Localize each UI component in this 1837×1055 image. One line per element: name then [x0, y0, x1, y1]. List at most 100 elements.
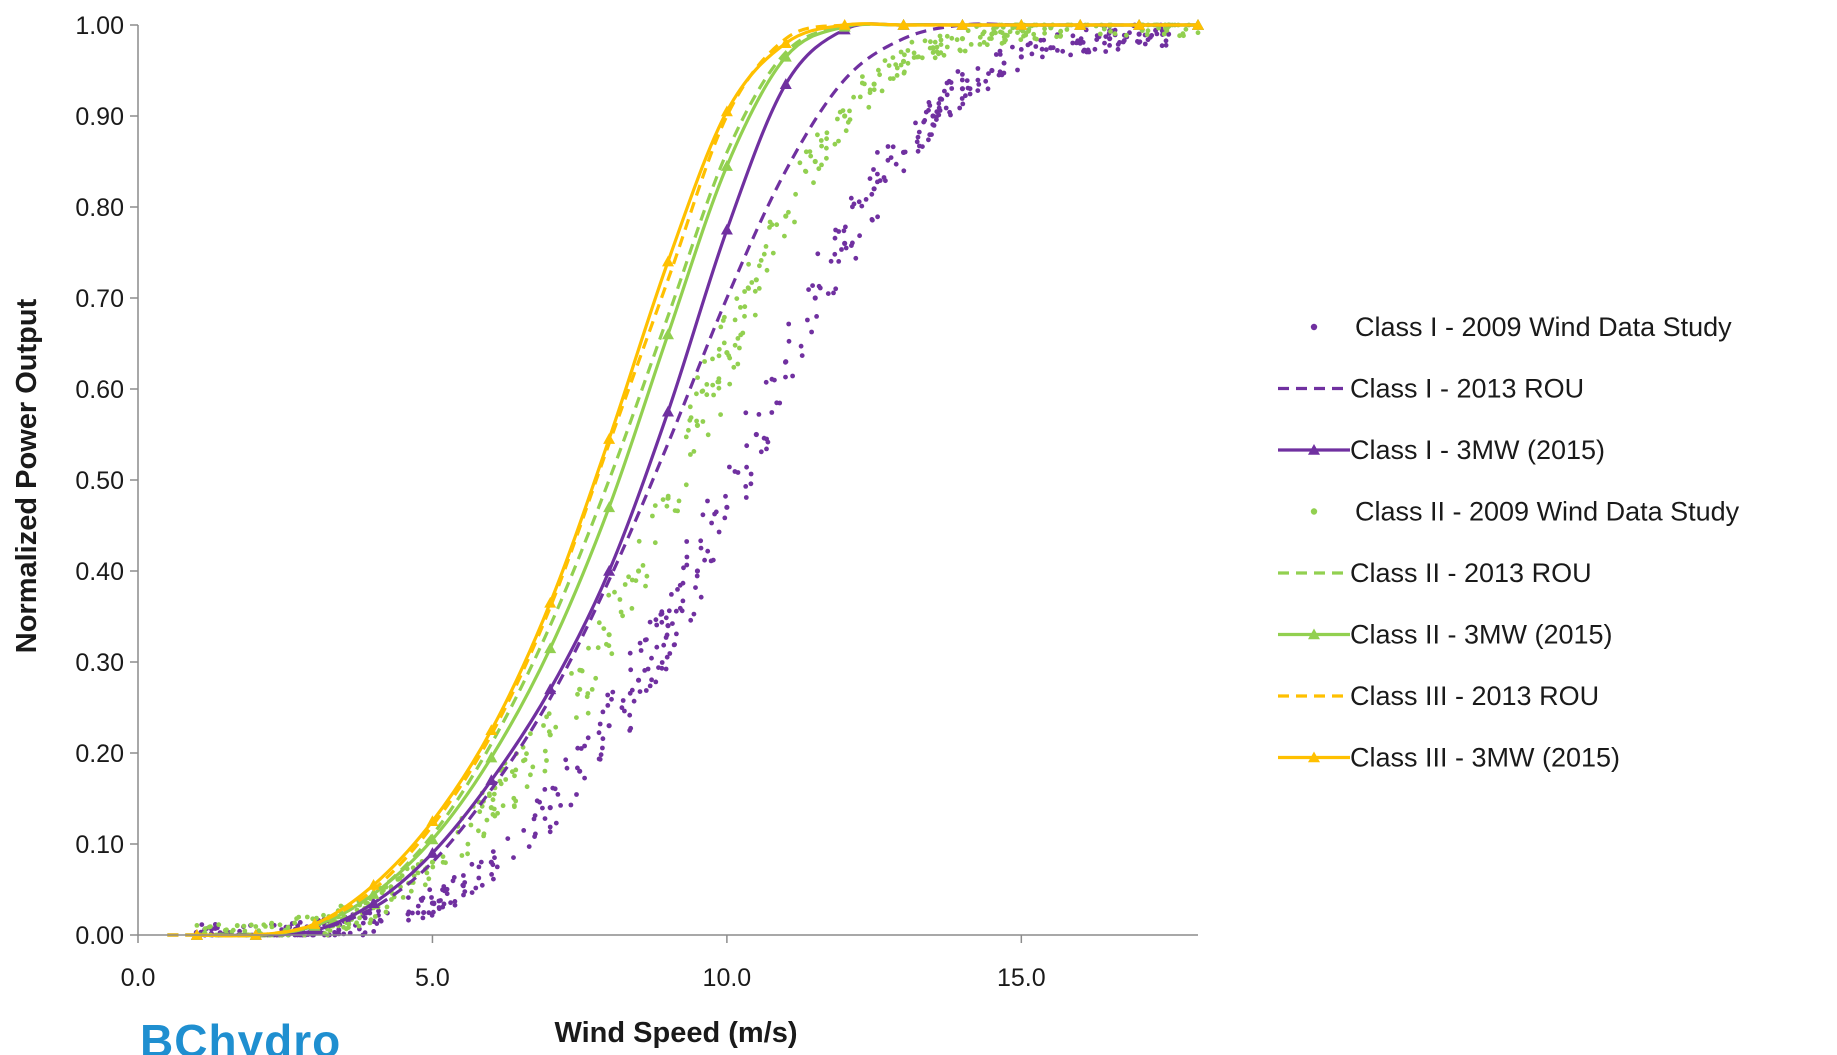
- scatter-point: [709, 520, 714, 526]
- scatter-point: [860, 74, 865, 79]
- scatter-point: [748, 481, 754, 487]
- data-point: [871, 81, 877, 87]
- scatter-point: [1183, 26, 1189, 32]
- scatter-point: [649, 677, 654, 683]
- scatter-point: [584, 694, 590, 700]
- scatter-point: [711, 392, 716, 398]
- marker-triangle: [426, 815, 439, 827]
- scatter-point: [727, 381, 733, 387]
- scatter-point: [770, 250, 776, 256]
- scatter-point: [975, 66, 981, 71]
- scatter-point: [998, 29, 1003, 35]
- scatter-point: [843, 245, 849, 251]
- scatter-point: [426, 876, 432, 882]
- scatter-point: [418, 896, 424, 902]
- scatter-point: [744, 443, 750, 449]
- scatter-point: [542, 787, 548, 792]
- scatter-point: [578, 746, 584, 751]
- scatter-point: [1195, 30, 1201, 36]
- scatter-point: [1076, 39, 1081, 45]
- scatter-point: [503, 777, 509, 782]
- scatter-point: [774, 400, 780, 406]
- scatter-point: [833, 286, 839, 292]
- y-tick-label: 0.30: [75, 649, 124, 677]
- series-4: [194, 22, 1201, 938]
- legend-item: Class II - 3MW (2015): [1278, 620, 1613, 650]
- scatter-point: [752, 312, 758, 318]
- scatter-point: [941, 52, 947, 58]
- scatter-point: [452, 902, 458, 908]
- scatter-point: [875, 171, 880, 177]
- y-axis: 0.00 0.10 0.20 0.30 0.40 0.50 0.60 0.70 0.80 0.90…: [75, 12, 139, 950]
- scatter-point: [1163, 38, 1169, 44]
- data-point: [429, 859, 436, 865]
- scatter-point: [877, 72, 882, 78]
- scatter-point: [919, 55, 925, 61]
- y-tick-label: 0.10: [75, 831, 124, 859]
- scatter-point: [932, 55, 938, 61]
- scatter-point: [905, 60, 911, 66]
- scatter-point: [497, 778, 503, 784]
- scatter-point: [659, 619, 665, 625]
- scatter-point: [436, 905, 442, 910]
- scatter-point: [620, 613, 625, 619]
- scatter-point: [959, 77, 965, 83]
- scatter-point: [558, 803, 563, 808]
- scatter-point: [867, 87, 873, 93]
- scatter-point: [783, 359, 788, 365]
- scatter-point: [663, 666, 669, 672]
- scatter-point: [1163, 42, 1169, 48]
- scatter-point: [915, 134, 921, 140]
- data-point: [959, 36, 966, 42]
- scatter-point: [356, 923, 362, 929]
- scatter-point: [659, 665, 665, 671]
- scatter-point: [490, 849, 496, 854]
- scatter-point: [710, 382, 716, 388]
- scatter-point: [688, 452, 693, 457]
- scatter-point: [721, 340, 727, 346]
- scatter-point: [946, 78, 952, 84]
- scatter-point: [702, 359, 707, 364]
- series-line: [167, 22, 1198, 938]
- scatter-point: [1112, 31, 1118, 37]
- data-point: [842, 113, 848, 119]
- marker-triangle: [1015, 19, 1028, 30]
- scatter-point: [1001, 70, 1007, 76]
- scatter-point: [631, 698, 637, 704]
- scatter-point: [610, 689, 616, 695]
- scatter-point: [652, 503, 658, 508]
- legend: Class I - 2009 Wind Data Study Class I - …: [1278, 312, 1740, 773]
- scatter-point: [732, 317, 738, 323]
- scatter-point: [521, 828, 527, 833]
- scatter-point: [818, 138, 824, 143]
- scatter-point: [782, 233, 787, 239]
- scatter-point: [722, 314, 727, 320]
- legend-label: Class III - 3MW (2015): [1350, 743, 1620, 773]
- scatter-point: [643, 583, 648, 589]
- scatter-point: [1050, 45, 1056, 51]
- scatter-point: [963, 93, 968, 99]
- marker-triangle: [426, 847, 439, 858]
- scatter-point: [544, 758, 549, 763]
- scatter-point: [987, 36, 992, 41]
- scatter-point: [605, 692, 611, 698]
- scatter-point: [462, 889, 468, 894]
- scatter-point: [441, 884, 447, 889]
- legend-label: Class II - 2009 Wind Data Study: [1355, 497, 1740, 527]
- scatter-point: [752, 288, 758, 294]
- scatter-point: [622, 708, 627, 714]
- scatter-point: [408, 888, 414, 894]
- scatter-point: [426, 910, 432, 916]
- series-5: [167, 22, 1198, 938]
- marker-triangle: [720, 223, 733, 235]
- scatter-point: [746, 261, 751, 267]
- scatter-point: [926, 137, 931, 143]
- logo-part-bc: BC: [140, 1018, 209, 1055]
- scatter-point: [735, 336, 741, 341]
- scatter-point: [374, 921, 380, 926]
- scatter-point: [960, 101, 966, 107]
- scatter-point: [609, 651, 615, 657]
- scatter-point: [716, 529, 722, 535]
- scatter-point: [698, 594, 704, 600]
- data-point: [989, 67, 995, 74]
